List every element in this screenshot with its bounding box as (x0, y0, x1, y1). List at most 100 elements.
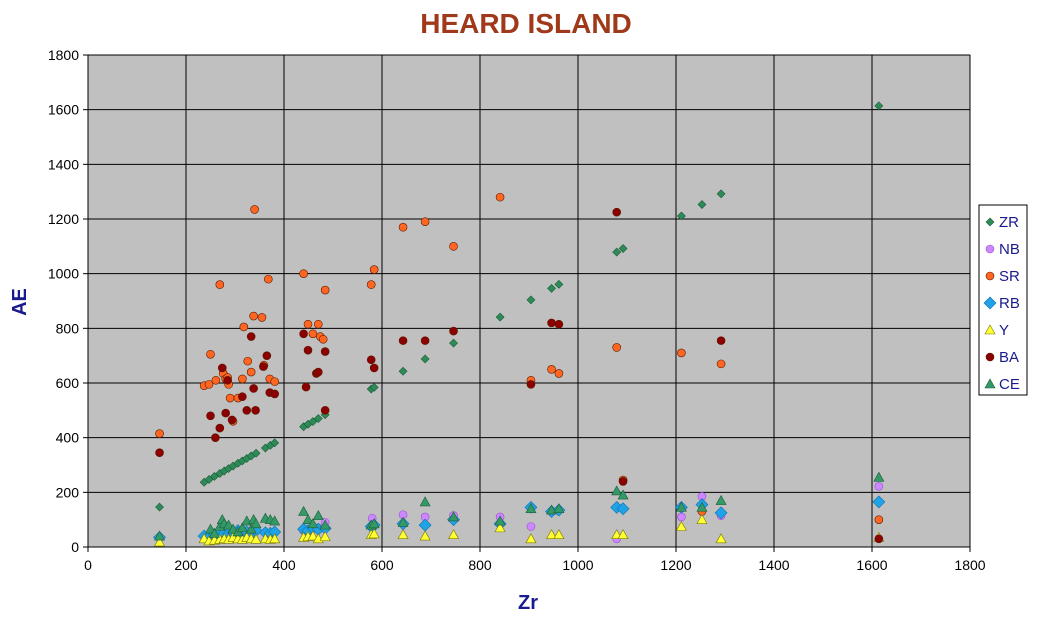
data-point (419, 496, 431, 507)
data-point (985, 352, 995, 362)
data-point (547, 284, 556, 293)
data-point (420, 217, 430, 227)
data-point (206, 349, 215, 359)
legend-label: Y (999, 322, 1009, 339)
data-point (154, 530, 166, 541)
data-point (313, 319, 323, 329)
data-point (874, 534, 884, 544)
data-point (494, 522, 506, 533)
data-point (307, 518, 319, 529)
data-point (554, 369, 564, 378)
data-point (612, 207, 622, 217)
data-point (269, 533, 281, 544)
x-tick-label: 800 (468, 557, 492, 573)
data-point (676, 211, 686, 221)
data-point (313, 367, 323, 377)
data-point (617, 489, 629, 500)
data-point (246, 367, 256, 377)
data-point (398, 366, 408, 376)
data-point (299, 269, 308, 278)
data-point (697, 200, 707, 209)
data-point (611, 485, 623, 496)
data-point (206, 411, 215, 421)
data-point (612, 247, 622, 257)
data-point (985, 271, 995, 281)
data-point (495, 192, 505, 202)
data-point (298, 505, 310, 516)
chart-title: HEARD ISLAND (420, 8, 632, 39)
legend-item-y: Y (984, 322, 1009, 339)
data-point (243, 356, 253, 366)
y-tick-label: 1200 (48, 211, 79, 227)
data-point (546, 529, 558, 540)
y-tick-label: 200 (56, 484, 80, 500)
data-point (526, 380, 536, 389)
data-point (715, 533, 727, 544)
data-point (257, 313, 267, 322)
data-point (547, 365, 556, 374)
data-point (397, 529, 409, 540)
data-point (366, 280, 376, 289)
data-point (319, 519, 331, 530)
data-point (616, 502, 630, 516)
data-point (264, 274, 273, 284)
series-ba (155, 207, 884, 544)
x-tick-label: 1400 (758, 557, 789, 573)
data-point (420, 354, 430, 364)
data-point (985, 244, 995, 254)
y-tick-label: 1600 (48, 102, 79, 118)
data-point (617, 529, 629, 540)
data-point (874, 101, 884, 111)
data-point (448, 511, 460, 522)
data-point (369, 382, 379, 392)
data-point (312, 509, 324, 520)
data-point (250, 518, 262, 529)
data-point (246, 332, 256, 341)
data-point (154, 536, 166, 547)
data-point (449, 242, 458, 251)
data-point (618, 244, 628, 253)
data-point (398, 222, 408, 232)
data-point (251, 406, 260, 415)
y-tick-label: 800 (56, 320, 80, 336)
data-point (369, 363, 379, 373)
data-point (554, 279, 564, 289)
x-tick-label: 1600 (856, 557, 887, 573)
data-point (553, 503, 565, 514)
data-point (547, 318, 556, 328)
data-point (984, 324, 996, 335)
legend-label: CE (999, 376, 1020, 393)
data-point (366, 355, 376, 365)
data-point (874, 482, 884, 491)
data-point (262, 351, 272, 360)
legend-label: SR (999, 268, 1020, 285)
data-point (270, 389, 279, 399)
x-tick-label: 1000 (562, 557, 593, 573)
data-point (675, 501, 687, 512)
legend-item-rb: RB (983, 295, 1020, 312)
legend-label: BA (999, 349, 1019, 366)
legend: ZR NB SR RB Y BA CE (978, 204, 1028, 396)
data-point (301, 382, 311, 392)
legend-label: NB (999, 241, 1020, 258)
data-point (223, 519, 235, 530)
data-point (217, 363, 227, 373)
data-point (716, 189, 726, 199)
data-point (215, 280, 225, 289)
data-point (155, 429, 164, 438)
data-point (696, 514, 708, 524)
data-point (250, 205, 259, 214)
data-point (716, 336, 726, 345)
data-point (368, 518, 380, 529)
data-point (155, 502, 164, 512)
x-axis-title: Zr (518, 592, 538, 614)
data-point (618, 477, 628, 486)
data-point (554, 319, 564, 329)
series-y (154, 514, 885, 547)
data-point (677, 512, 686, 522)
y-tick-label: 1800 (48, 47, 79, 63)
data-point (675, 520, 687, 531)
data-point (526, 295, 536, 305)
data-point (211, 433, 220, 442)
